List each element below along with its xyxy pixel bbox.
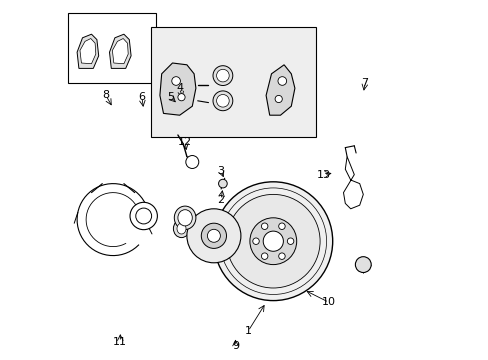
Circle shape xyxy=(261,253,267,260)
Text: 5: 5 xyxy=(167,92,174,102)
Circle shape xyxy=(178,94,185,101)
Circle shape xyxy=(252,238,259,244)
Text: 7: 7 xyxy=(361,78,368,88)
Polygon shape xyxy=(265,65,294,115)
Ellipse shape xyxy=(216,69,229,82)
Circle shape xyxy=(130,202,157,230)
Text: 8: 8 xyxy=(102,90,109,100)
Circle shape xyxy=(263,231,283,251)
Circle shape xyxy=(278,223,285,229)
Circle shape xyxy=(201,223,226,248)
Circle shape xyxy=(275,95,282,103)
Polygon shape xyxy=(109,34,131,68)
Ellipse shape xyxy=(213,66,232,85)
Ellipse shape xyxy=(177,223,185,234)
Text: 4: 4 xyxy=(176,83,183,93)
Ellipse shape xyxy=(174,206,196,230)
Circle shape xyxy=(171,77,180,85)
Bar xyxy=(68,13,156,83)
Polygon shape xyxy=(112,39,128,64)
Circle shape xyxy=(261,223,267,229)
Text: 2: 2 xyxy=(217,195,224,205)
Text: 3: 3 xyxy=(217,166,224,176)
Circle shape xyxy=(249,218,296,265)
Text: 6: 6 xyxy=(138,92,145,102)
Circle shape xyxy=(218,179,227,188)
Circle shape xyxy=(355,257,370,273)
Polygon shape xyxy=(77,34,99,68)
Circle shape xyxy=(213,182,332,301)
Text: 1: 1 xyxy=(244,326,251,336)
Circle shape xyxy=(277,77,286,85)
Text: 10: 10 xyxy=(322,297,335,307)
Ellipse shape xyxy=(178,210,192,226)
Circle shape xyxy=(185,156,199,168)
Polygon shape xyxy=(343,157,363,209)
Circle shape xyxy=(186,209,241,263)
Circle shape xyxy=(287,238,293,244)
Polygon shape xyxy=(160,63,196,115)
Text: 12: 12 xyxy=(178,137,192,147)
Text: 13: 13 xyxy=(316,170,330,180)
Circle shape xyxy=(278,253,285,260)
Polygon shape xyxy=(80,39,96,64)
Text: 9: 9 xyxy=(231,341,239,351)
Ellipse shape xyxy=(216,95,229,107)
Circle shape xyxy=(207,229,220,242)
Ellipse shape xyxy=(213,91,232,111)
Ellipse shape xyxy=(173,220,189,238)
Bar xyxy=(151,27,316,137)
Text: 11: 11 xyxy=(113,337,127,347)
Circle shape xyxy=(226,194,320,288)
